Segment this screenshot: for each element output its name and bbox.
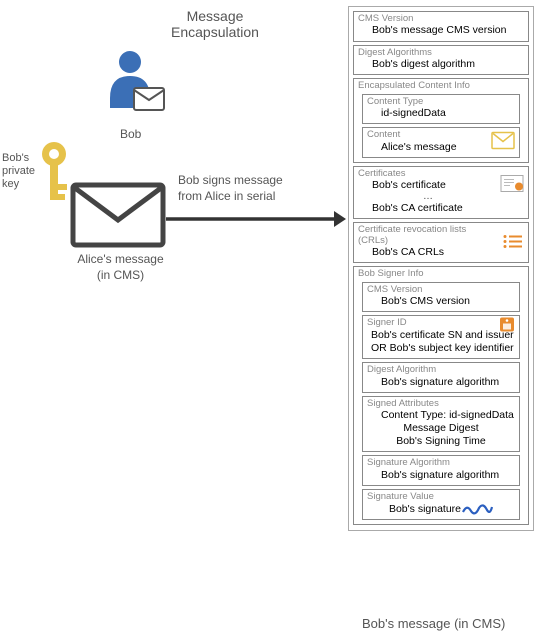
field-value: id-signedData	[367, 107, 515, 120]
field-title: Signer ID	[367, 318, 515, 328]
signature-value-box: Signature Value Bob's signature	[362, 489, 520, 520]
content-box: Content Alice's message	[362, 127, 520, 158]
field-value: Content Type: id-signedData	[367, 409, 515, 422]
field-title: Certificate revocation lists (CRLs)	[358, 225, 498, 246]
field-value: OR Bob's subject key identifier	[367, 342, 515, 355]
field-title: Content Type	[367, 97, 515, 107]
signed-attributes-box: Signed Attributes Content Type: id-signe…	[362, 396, 520, 453]
certificate-icon	[500, 174, 524, 195]
field-title: Certificates	[358, 169, 498, 179]
field-value: Bob's digest algorithm	[358, 58, 524, 71]
id-icon	[499, 317, 515, 336]
field-value: Bob's signature	[389, 503, 461, 516]
field-title: Digest Algorithms	[358, 48, 524, 58]
field-title: CMS Version	[358, 14, 524, 24]
digest-algorithm-box: Digest Algorithm Bob's signature algorit…	[362, 362, 520, 393]
field-title: Signed Attributes	[367, 399, 515, 409]
diagram-title: Message Encapsulation	[150, 8, 280, 40]
person-icon	[100, 48, 170, 126]
digest-algorithms-box: Digest Algorithms Bob's digest algorithm	[353, 45, 529, 76]
content-type-box: Content Type id-signedData	[362, 94, 520, 125]
field-title: Signature Value	[367, 492, 515, 502]
arrow-label: Bob signs message from Alice in serial	[178, 173, 283, 204]
signature-algorithm-box: Signature Algorithm Bob's signature algo…	[362, 455, 520, 486]
cms-version-box: CMS Version Bob's message CMS version	[353, 11, 529, 42]
list-icon	[502, 233, 524, 252]
alice-message-label: Alice's message (in CMS)	[68, 252, 173, 283]
field-title: Encapsulated Content Info	[358, 81, 524, 91]
field-title: Content	[367, 130, 489, 140]
signer-info-box: Bob Signer Info CMS Version Bob's CMS ve…	[353, 266, 529, 525]
field-value: Bob's signature algorithm	[367, 376, 515, 389]
message-icon	[491, 132, 515, 153]
field-value: Bob's message CMS version	[358, 24, 524, 37]
signer-id-box: Signer ID Bob's certificate SN and issue…	[362, 315, 520, 359]
crls-box: Certificate revocation lists (CRLs) Bob'…	[353, 222, 529, 263]
panel-caption: Bob's message (in CMS)	[362, 616, 505, 631]
field-title: Digest Algorithm	[367, 365, 515, 375]
field-value: Bob's CMS version	[367, 295, 515, 308]
signer-cms-version-box: CMS Version Bob's CMS version	[362, 282, 520, 313]
bob-label: Bob	[120, 127, 141, 141]
cms-panel: CMS Version Bob's message CMS version Di…	[348, 6, 534, 531]
field-title: Bob Signer Info	[358, 269, 524, 279]
field-value: Bob's CA CRLs	[358, 246, 498, 259]
encapsulated-content-box: Encapsulated Content Info Content Type i…	[353, 78, 529, 163]
certificates-box: Certificates Bob's certificate … Bob's C…	[353, 166, 529, 220]
field-value: Alice's message	[367, 141, 489, 154]
field-title: CMS Version	[367, 285, 515, 295]
squiggle-icon	[461, 502, 493, 516]
bob-figure	[100, 48, 170, 129]
field-value: Message Digest	[367, 422, 515, 435]
field-value: Bob's CA certificate	[358, 202, 498, 215]
ellipsis: …	[358, 192, 498, 202]
field-value: Bob's signature algorithm	[367, 469, 515, 482]
sign-arrow	[166, 208, 346, 233]
field-value: Bob's Signing Time	[367, 435, 515, 448]
field-value: Bob's certificate SN and issuer	[367, 329, 515, 342]
private-key-label: Bob's private key	[2, 152, 35, 192]
field-title: Signature Algorithm	[367, 458, 515, 468]
envelope-icon	[70, 182, 166, 251]
